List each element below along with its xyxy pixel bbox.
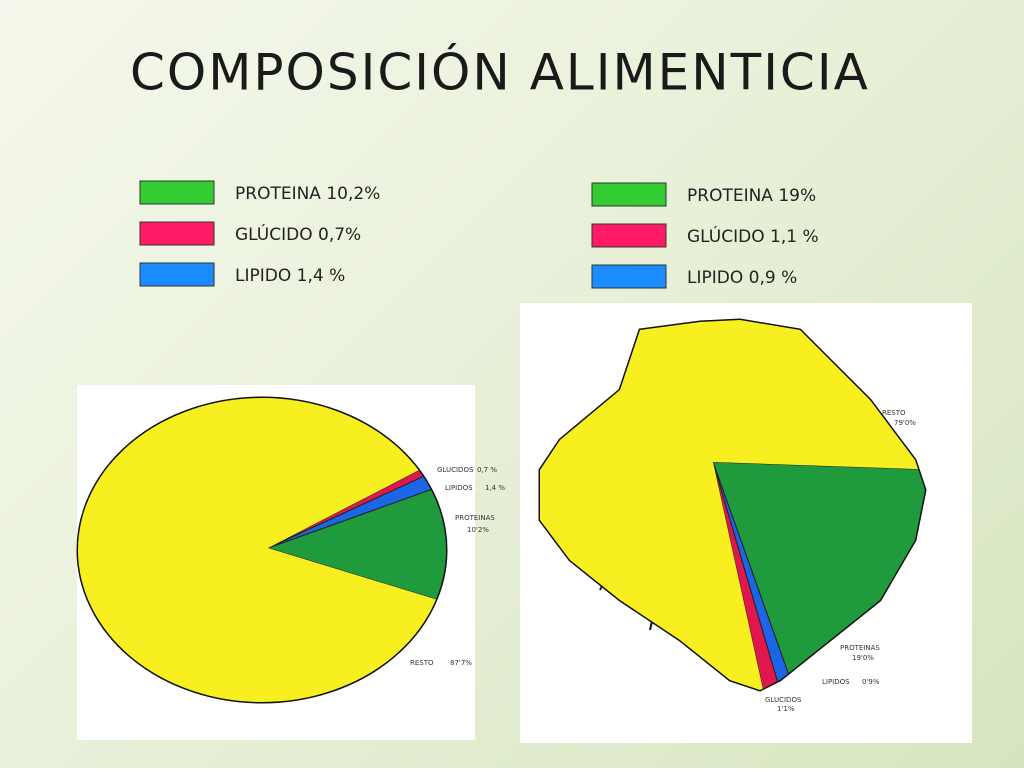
slice-category: PROTEINAS	[455, 514, 495, 522]
legend-swatch	[591, 182, 667, 207]
legend-label: GLÚCIDO 1,1 %	[687, 225, 819, 247]
legend-label: PROTEINA 10,2%	[235, 184, 380, 204]
legend-swatch	[591, 264, 667, 289]
slice-value-label: 1'1%	[777, 705, 795, 713]
legend-label: LIPIDO 0,9 %	[687, 268, 797, 288]
slice-category: RESTO	[410, 659, 434, 667]
slice-value-label: 19'0%	[852, 654, 874, 662]
legend-label: GLÚCIDO 0,7%	[235, 223, 361, 245]
pie-slice	[78, 398, 446, 702]
slice-category: GLUCIDOS	[437, 466, 474, 474]
pie	[78, 398, 446, 702]
slice-category: LIPIDOS	[445, 484, 473, 492]
slice-category: PROTEINAS	[840, 644, 880, 652]
legend-swatch	[139, 221, 215, 246]
slice-category: GLUCIDOS	[765, 696, 802, 704]
slice-category: LIPIDOS	[822, 678, 850, 686]
slice-value-label: 0,7 %	[477, 466, 497, 474]
legend-label: PROTEINA 19%	[687, 186, 816, 206]
legend-swatch	[139, 262, 215, 287]
pie-slice	[266, 479, 446, 608]
slice-value-label: 0'9%	[862, 678, 880, 686]
legend-label: LIPIDO 1,4 %	[235, 266, 345, 286]
legend-swatch	[591, 223, 667, 248]
slice-value-label: 10'2%	[467, 526, 489, 534]
slice-value-label: 79'0%	[894, 419, 916, 427]
pie-slice	[267, 463, 446, 549]
slice-value-label: 87'7%	[450, 659, 472, 667]
slice-value-label: 1,4 %	[485, 484, 505, 492]
pie-slice	[712, 461, 782, 690]
legend-swatch	[139, 180, 215, 205]
slide-title: COMPOSICIÓN ALIMENTICIA	[130, 43, 870, 102]
slice-category: RESTO	[882, 409, 906, 417]
